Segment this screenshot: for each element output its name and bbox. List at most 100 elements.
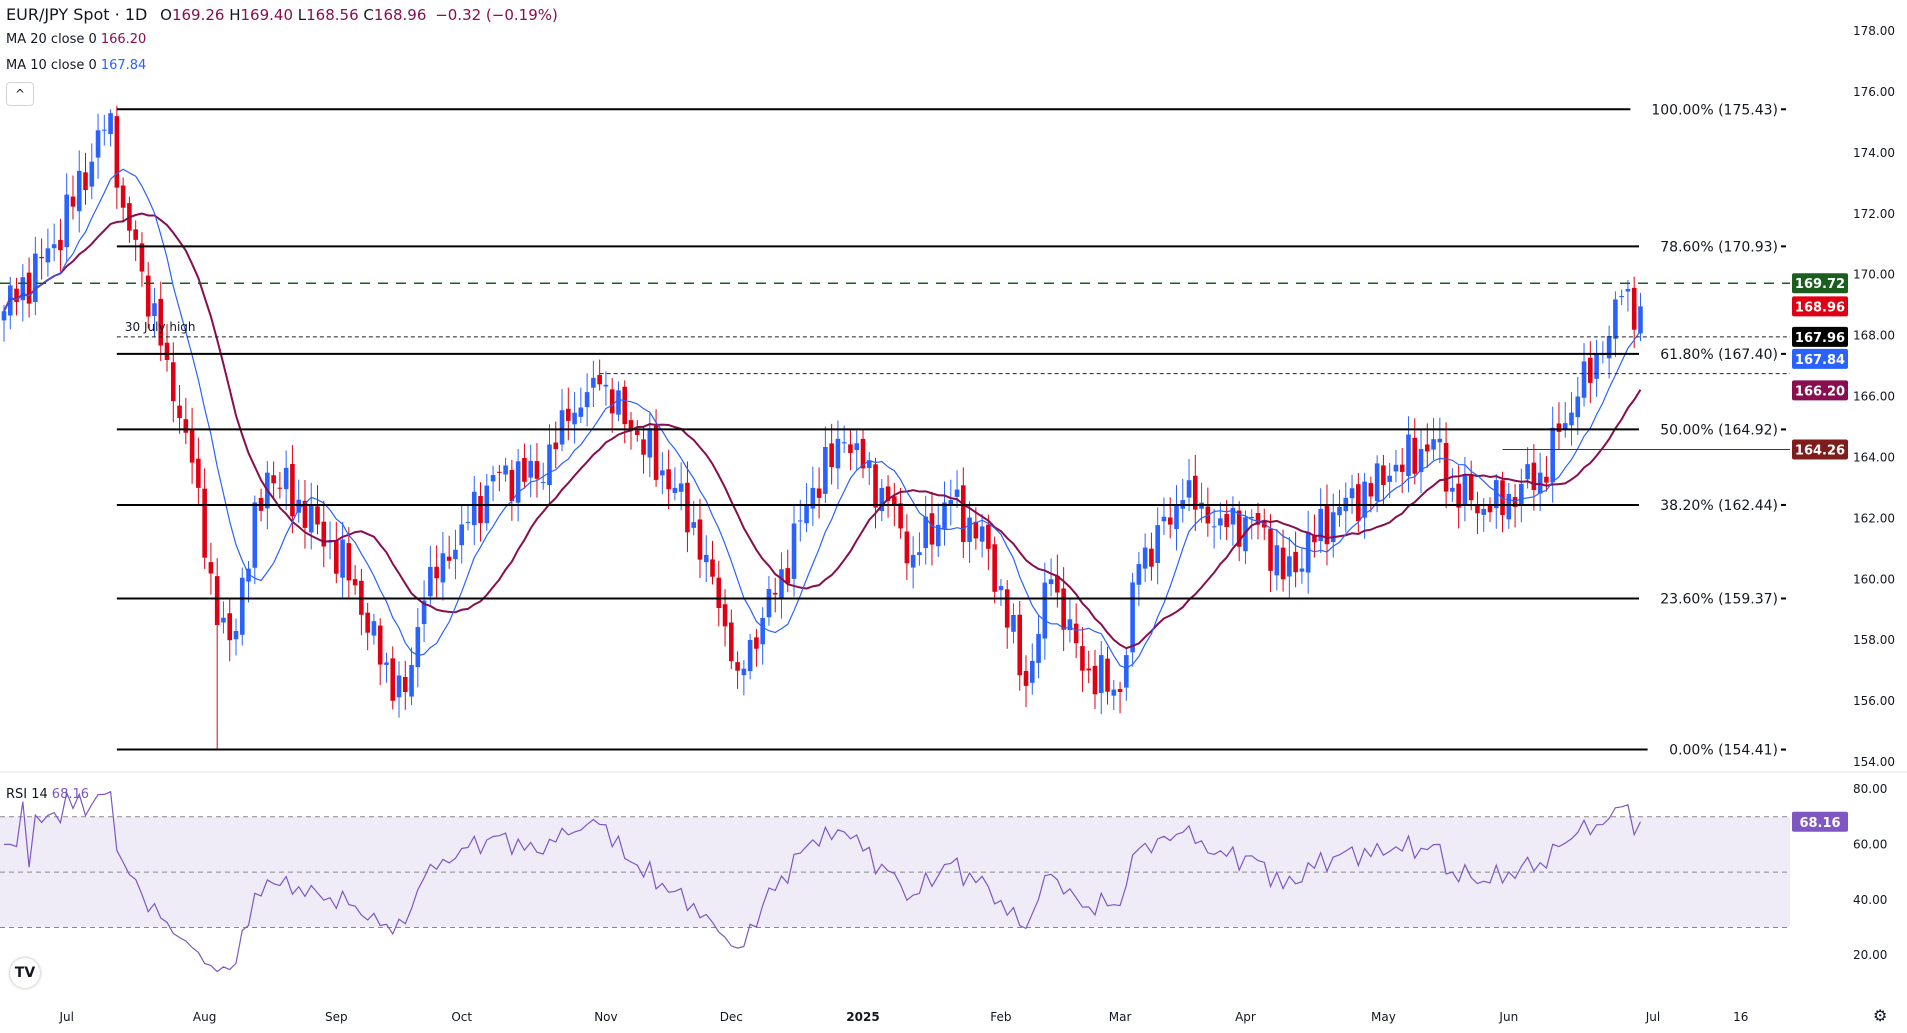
candle-body	[785, 568, 791, 584]
candle-body	[1456, 483, 1461, 508]
candle-body	[108, 113, 113, 135]
candle-body	[1017, 614, 1023, 676]
candle-body	[402, 676, 408, 692]
candle-body	[534, 461, 540, 479]
candle-body	[735, 662, 740, 671]
candle-body	[1, 311, 7, 321]
candle-body	[584, 392, 590, 408]
candle-body	[1086, 668, 1092, 671]
candle-body	[1606, 335, 1612, 359]
price-axis-label: 158.00	[1853, 633, 1895, 647]
candle-body	[716, 577, 722, 609]
candle-body	[33, 253, 38, 302]
candle-body	[766, 589, 772, 618]
candle-body	[1562, 423, 1568, 429]
candle-body	[1368, 483, 1374, 497]
candle-body	[133, 229, 138, 240]
candle-body	[1117, 689, 1123, 692]
candle-body	[1098, 655, 1104, 694]
candle-body	[553, 442, 559, 450]
candle-body	[860, 438, 866, 469]
candle-body	[898, 503, 903, 529]
candle-body	[1500, 480, 1505, 516]
candle-body	[1613, 299, 1618, 339]
candle-body	[923, 516, 928, 549]
candle-body	[58, 239, 63, 251]
time-axis-label: 16	[1733, 1010, 1748, 1024]
collapse-legend-button[interactable]: ^	[6, 82, 34, 106]
candle-body	[371, 621, 377, 636]
candle-body	[145, 275, 151, 317]
candle-body	[346, 543, 352, 581]
candle-body	[1111, 689, 1117, 696]
candle-body	[597, 374, 602, 385]
candle-body	[1080, 646, 1085, 671]
candle-body	[929, 513, 935, 545]
low-label: L	[297, 6, 307, 24]
candle-body	[1550, 427, 1555, 483]
candle-body	[1443, 442, 1449, 492]
price-axis-label: 154.00	[1853, 755, 1895, 769]
tradingview-logo[interactable]: TV	[10, 958, 40, 988]
candle-body	[791, 523, 797, 579]
candle-body	[729, 622, 734, 662]
candle-body	[1243, 517, 1248, 552]
open-label: O	[160, 6, 172, 24]
fib-level-label: 50.00% (164.92)	[1660, 422, 1778, 438]
candle-body	[1431, 439, 1436, 450]
price-axis-label: 160.00	[1853, 572, 1895, 586]
candle-body	[252, 502, 258, 568]
candle-body	[1293, 551, 1298, 573]
candle-body	[1249, 516, 1255, 519]
time-axis-label: 2025	[846, 1010, 879, 1024]
candle-body	[1324, 504, 1330, 545]
high-label: H	[229, 6, 241, 24]
candle-body	[678, 483, 684, 492]
candle-body	[1036, 633, 1041, 663]
time-axis-label: Oct	[451, 1010, 472, 1024]
candle-body	[471, 491, 477, 526]
candle-body	[1625, 288, 1631, 292]
candle-body	[89, 161, 95, 187]
candle-body	[446, 556, 452, 561]
candle-body	[942, 502, 947, 530]
candle-body	[1412, 437, 1418, 474]
rsi-axis-label: 80.00	[1853, 782, 1887, 796]
price-axis-label: 178.00	[1853, 24, 1895, 38]
candle-body	[672, 487, 678, 493]
candle-body	[1588, 357, 1593, 383]
candle-body	[271, 475, 276, 484]
settings-gear-icon[interactable]: ⚙	[1873, 1006, 1888, 1025]
symbol-legend: EUR/JPY Spot · 1D O169.26 H169.40 L168.5…	[6, 5, 558, 24]
candle-body	[384, 662, 389, 665]
price-tag: 164.26	[1795, 444, 1845, 459]
candle-body	[1048, 579, 1054, 585]
candle-body	[628, 420, 634, 431]
rsi-legend[interactable]: RSI 14 68.16	[6, 787, 89, 802]
candle-body	[1092, 665, 1098, 695]
ma10-legend[interactable]: MA 10 close 0 167.84	[6, 58, 146, 73]
price-tag-bg	[1792, 273, 1848, 294]
candle-body	[1211, 526, 1217, 528]
candle-body	[334, 541, 339, 574]
ma20-legend[interactable]: MA 20 close 0 166.20	[6, 32, 146, 47]
candle-body	[1174, 506, 1179, 530]
time-axis-label: Apr	[1235, 1010, 1256, 1024]
price-tag-bg	[1792, 380, 1848, 401]
fib-level-label: 38.20% (162.44)	[1660, 498, 1778, 514]
price-axis-label: 166.00	[1853, 390, 1895, 404]
annotation-30-july-high: 30 July high	[125, 320, 196, 334]
candle-body	[1581, 361, 1587, 398]
candle-body	[315, 506, 320, 525]
candle-body	[114, 116, 120, 188]
rsi-axis-label: 40.00	[1853, 893, 1887, 907]
candle-body	[634, 430, 640, 436]
rsi-axis-label: 60.00	[1853, 837, 1887, 851]
candle-body	[1374, 463, 1380, 502]
candle-body	[1362, 481, 1367, 518]
candle-body	[823, 446, 828, 494]
price-tag: 168.96	[1795, 300, 1845, 315]
fib-level-label: 61.80% (167.40)	[1660, 347, 1778, 363]
candle-body	[1268, 528, 1273, 571]
